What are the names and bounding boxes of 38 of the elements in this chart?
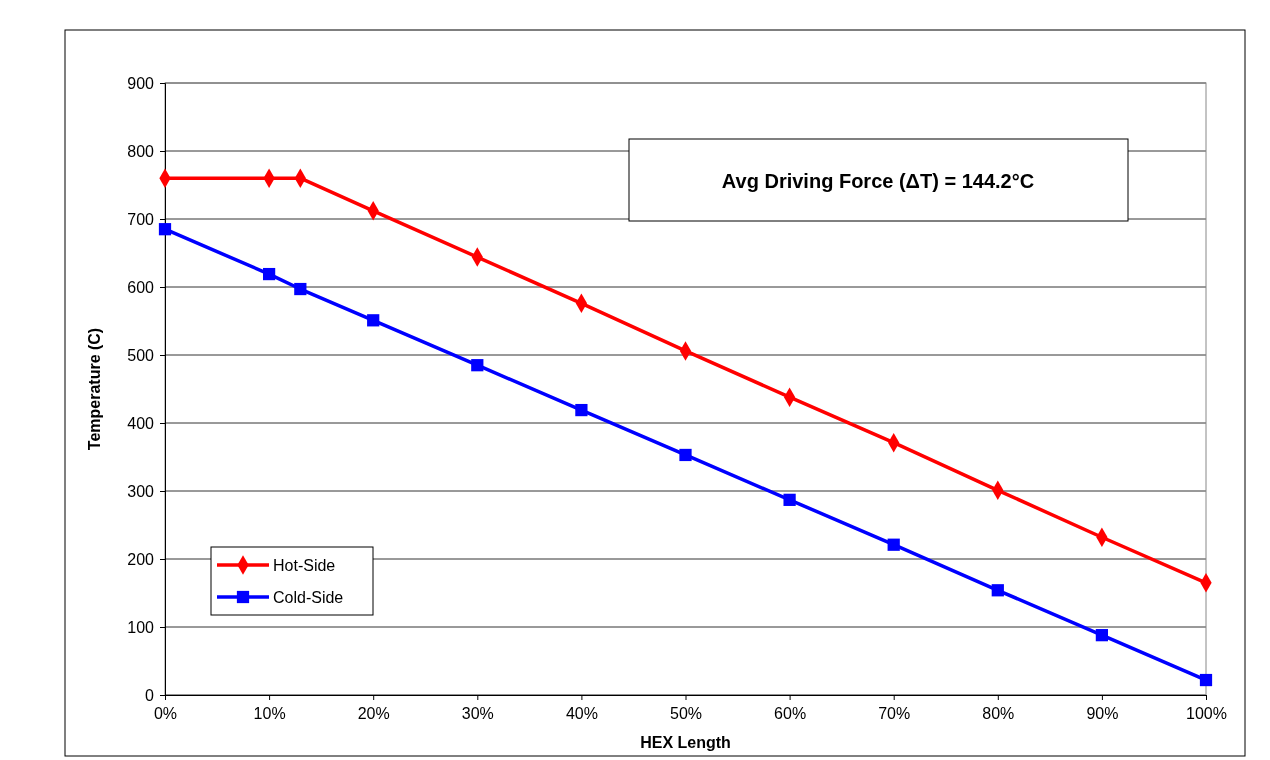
x-tick-label: 90% [1086,705,1119,723]
point [158,223,172,236]
y-tick-label: 500 [127,346,155,364]
y-axis-title: Temperature (C) [86,327,103,451]
point [679,448,692,462]
y-tick-label: 900 [127,74,155,92]
point [887,538,900,551]
point [991,584,1004,597]
x-tick-label: 0% [153,705,178,723]
point [471,359,484,372]
annotation: Avg Driving Force (ΔT) = 144.2°C [721,170,1035,192]
x-tick-label: 100% [1186,705,1227,723]
y-tick-label: 600 [127,278,155,296]
y-tick-label: 700 [127,210,155,228]
y-tick-label: 200 [127,550,155,568]
legend-label: Cold-Side [273,589,344,606]
y-tick-label: 100 [127,618,155,636]
y-tick-label: 800 [127,142,155,160]
point [783,493,796,506]
x-tick-label: 40% [565,705,598,723]
y-tick-label: 0 [145,686,155,704]
x-tick-label: 50% [669,705,703,723]
legend-label: Hot-Side [273,557,336,574]
x-axis-title: HEX Length [640,734,731,751]
x-tick-label: 60% [774,705,807,723]
x-tick-label: 30% [461,705,494,723]
point [575,403,588,417]
y-tick-label: 300 [127,482,155,500]
x-tick-label: 10% [253,705,286,723]
point [262,267,276,281]
point [1095,629,1109,642]
point [294,282,307,296]
x-tick-label: 70% [878,705,911,723]
point [367,314,380,327]
x-tick-label: 20% [357,705,390,723]
point [1199,673,1213,687]
x-tick-label: 80% [982,705,1015,723]
y-tick-label: 400 [127,414,155,432]
